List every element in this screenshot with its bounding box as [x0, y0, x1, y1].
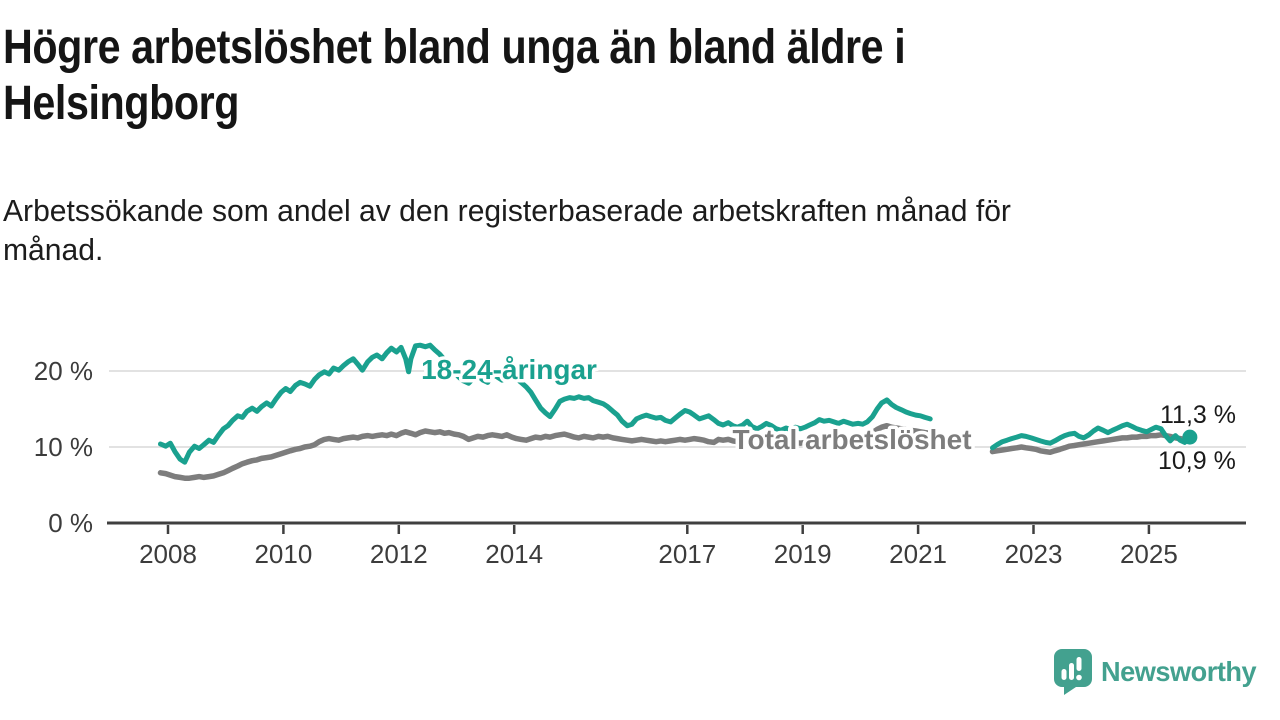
x-tick-label-2023: 2023: [1005, 539, 1063, 569]
x-tick-label-2019: 2019: [774, 539, 832, 569]
series-line-total-segment-2: [989, 432, 1193, 456]
x-tick-label-2008: 2008: [139, 539, 197, 569]
series-line-youth-segment-2: [990, 421, 1193, 451]
last-point-marker-youth: [1182, 429, 1198, 445]
series-label-youth: 18-24-åringar: [421, 354, 597, 385]
end-value-label-total: 10,9 %: [1158, 447, 1236, 475]
series-line-total-segment-1: [157, 422, 933, 481]
page-title: Högre arbetslöshet bland unga än bland ä…: [3, 20, 906, 131]
x-tick-label-2014: 2014: [485, 539, 543, 569]
page-title-line-2: Helsingborg: [3, 76, 240, 130]
chart-subtitle-line-1: Arbetssökande som andel av den registerb…: [3, 193, 1011, 228]
page-title-line-1: Högre arbetslöshet bland unga än bland ä…: [3, 21, 906, 74]
y-tick-label-20: 20 %: [34, 356, 93, 386]
newsworthy-wordmark: Newsworthy: [1101, 656, 1257, 687]
x-tick-label-2025: 2025: [1120, 539, 1178, 569]
y-tick-label-10: 10 %: [34, 432, 93, 462]
y-tick-label-0: 0 %: [48, 508, 93, 538]
newsworthy-logo: Newsworthy: [1054, 649, 1261, 695]
end-value-label-youth: 11,3 %: [1160, 401, 1236, 429]
series-label-total: Total arbetslöshet: [732, 424, 971, 455]
x-tick-label-2021: 2021: [889, 539, 947, 569]
chart-subtitle: Arbetssökande som andel av den registerb…: [3, 192, 1011, 270]
x-tick-label-2017: 2017: [658, 539, 716, 569]
x-tick-label-2012: 2012: [370, 539, 428, 569]
chart-subtitle-line-2: månad.: [3, 231, 104, 267]
series-line-youth-segment-1: [158, 342, 933, 465]
newsworthy-logo-icon: [1054, 649, 1092, 695]
x-tick-label-2010: 2010: [254, 539, 312, 569]
